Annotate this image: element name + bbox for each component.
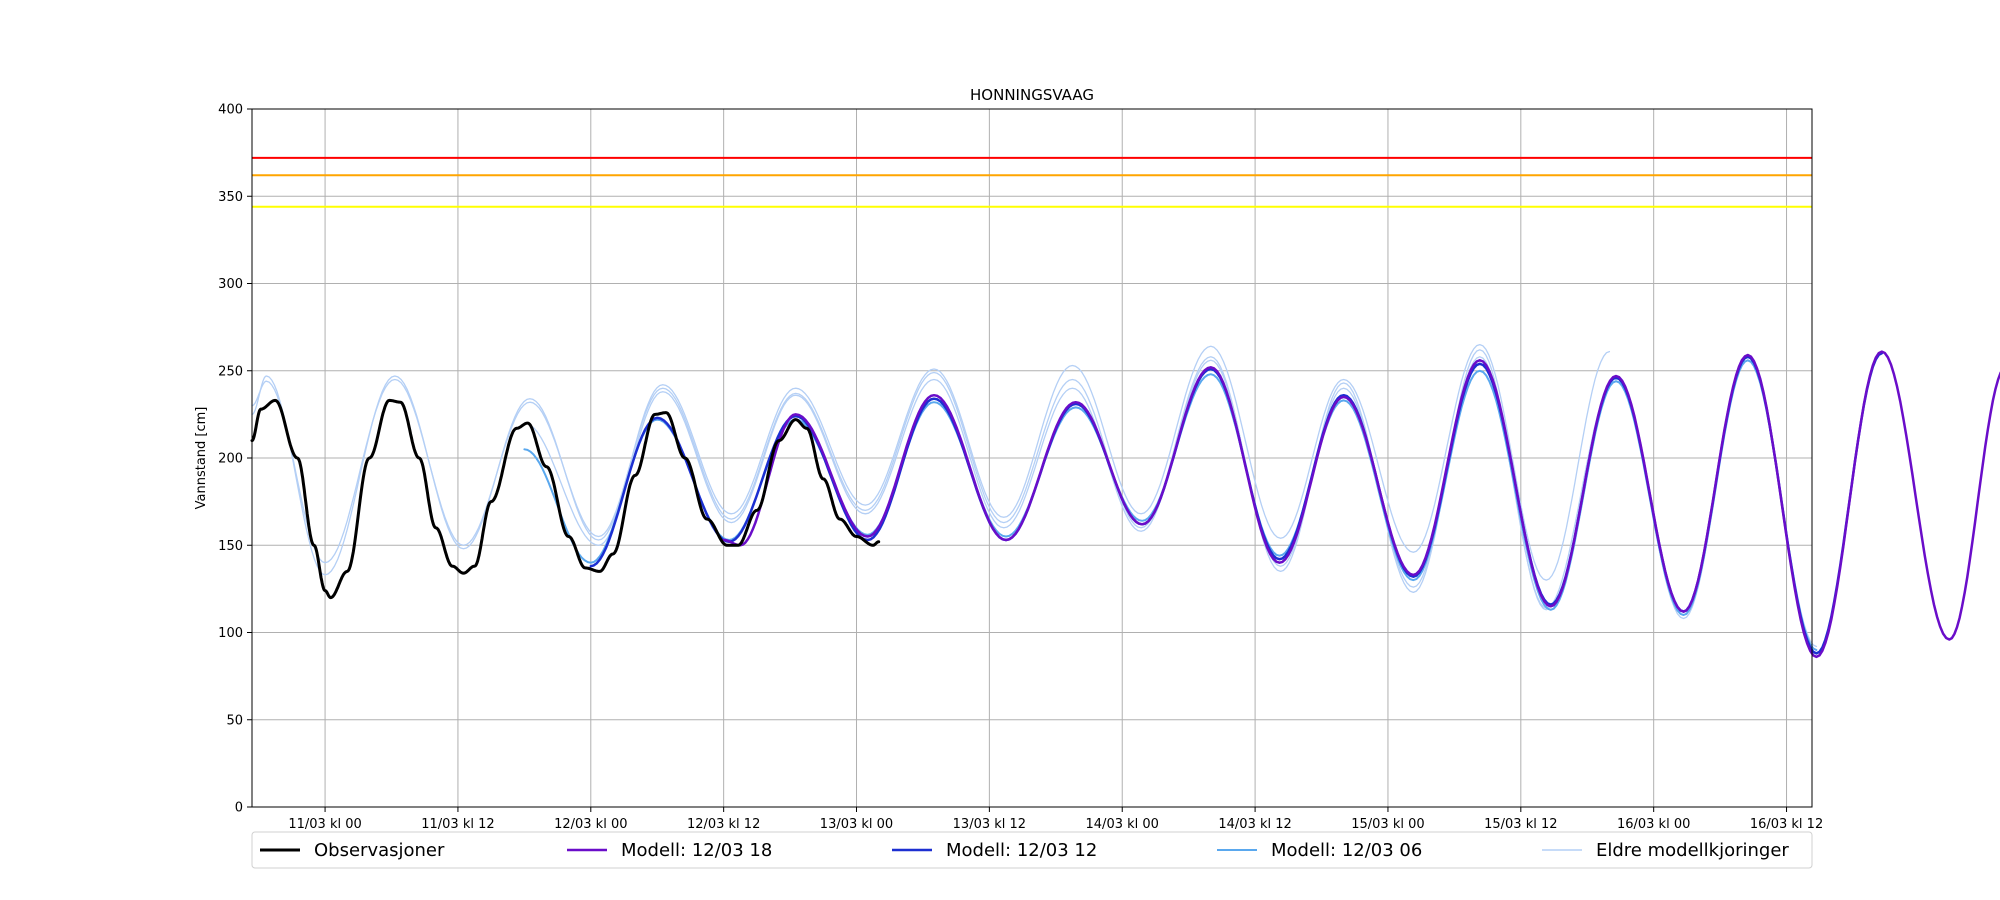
- legend-label: Modell: 12/03 12: [946, 840, 1097, 861]
- y-tick-label: 350: [218, 190, 243, 205]
- x-tick-label: 15/03 kl 12: [1484, 817, 1557, 832]
- series-line: [251, 349, 1547, 611]
- legend-label: Modell: 12/03 18: [621, 840, 772, 861]
- legend: Observasjoner Modell: 12/03 18 Modell: 12/…: [251, 831, 1813, 869]
- threshold-lines: [252, 156, 1812, 208]
- y-tick-label: 150: [218, 539, 243, 554]
- y-tick-label: 250: [218, 364, 243, 379]
- x-ticks: 11/03 kl 00 11/03 kl 12 12/03 kl 00 12/03 k…: [288, 807, 1823, 832]
- y-tick-label: 100: [218, 626, 243, 641]
- y-tick-label: 300: [218, 277, 243, 292]
- series-lines: [250, 343, 2000, 659]
- x-tick-label: 12/03 kl 12: [687, 817, 760, 832]
- y-tick-label: 400: [218, 103, 243, 118]
- legend-label: Modell: 12/03 06: [1271, 840, 1422, 861]
- x-tick-label: 12/03 kl 00: [554, 817, 627, 832]
- x-tick-label: 11/03 kl 12: [421, 817, 494, 832]
- x-tick-label: 14/03 kl 00: [1086, 817, 1159, 832]
- x-tick-label: 14/03 kl 12: [1218, 817, 1291, 832]
- y-ticks: 0 50 100 150 200 250 300 350 400: [218, 103, 252, 816]
- y-axis-label: Vannstand [cm]: [194, 407, 209, 510]
- series-line: [523, 359, 1818, 651]
- legend-label: Observasjoner: [314, 840, 445, 861]
- chart-title: HONNINGSVAAG: [970, 86, 1094, 104]
- x-tick-label: 16/03 kl 12: [1750, 817, 1823, 832]
- legend-box: [251, 831, 1813, 869]
- x-tick-label: 15/03 kl 00: [1351, 817, 1424, 832]
- y-tick-label: 200: [218, 452, 243, 467]
- x-tick-label: 13/03 kl 00: [820, 817, 893, 832]
- series-line: [722, 350, 2000, 659]
- x-tick-label: 16/03 kl 00: [1617, 817, 1690, 832]
- y-tick-label: 0: [235, 801, 243, 816]
- series-line: [250, 398, 881, 600]
- y-tick-label: 50: [226, 713, 243, 728]
- legend-label: Eldre modellkjoringer: [1596, 840, 1789, 861]
- grid: [252, 108, 1812, 808]
- x-tick-label: 11/03 kl 00: [288, 817, 361, 832]
- x-tick-label: 13/03 kl 12: [953, 817, 1026, 832]
